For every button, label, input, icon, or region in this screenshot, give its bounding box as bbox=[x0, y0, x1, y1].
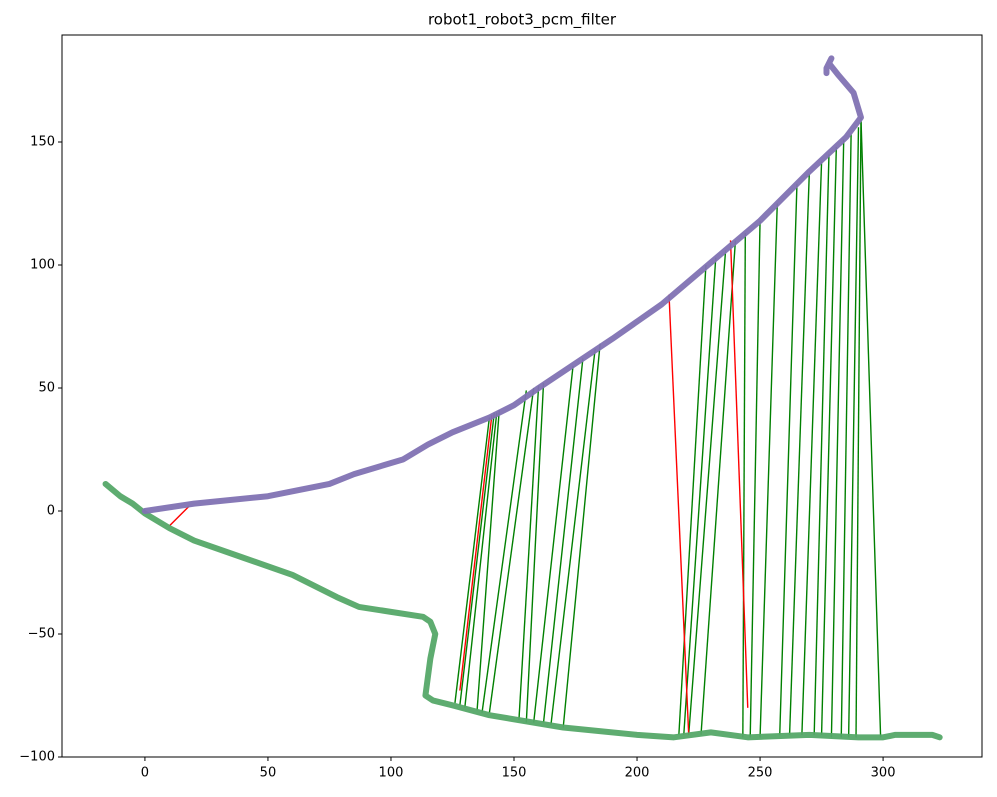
match-line bbox=[459, 412, 496, 706]
y-tick-label: −100 bbox=[19, 750, 55, 765]
match-line bbox=[683, 257, 717, 735]
match-line bbox=[779, 183, 798, 735]
match-line bbox=[830, 139, 845, 738]
x-tick-label: 250 bbox=[748, 766, 773, 781]
x-tick-label: 150 bbox=[502, 766, 527, 781]
match-line bbox=[759, 203, 778, 738]
y-tick-label: 100 bbox=[30, 258, 55, 273]
match-line bbox=[668, 294, 690, 735]
y-tick-label: 50 bbox=[38, 381, 55, 396]
match-line bbox=[749, 220, 761, 738]
match-line bbox=[820, 146, 838, 735]
match-line bbox=[562, 343, 601, 728]
match-line bbox=[855, 122, 862, 738]
y-tick-label: 0 bbox=[47, 504, 55, 519]
match-line bbox=[550, 348, 596, 726]
match-line bbox=[678, 264, 707, 735]
match-line bbox=[532, 365, 574, 723]
x-tick-label: 200 bbox=[625, 766, 650, 781]
x-tick-label: 300 bbox=[871, 766, 896, 781]
match-line bbox=[542, 358, 584, 723]
match-line bbox=[518, 385, 540, 721]
trajectory bbox=[102, 480, 943, 741]
match-line bbox=[729, 240, 749, 708]
plot-frame bbox=[61, 34, 983, 758]
match-line bbox=[847, 127, 860, 738]
x-tick-label: 0 bbox=[141, 766, 149, 781]
match-line bbox=[476, 410, 500, 711]
match-line bbox=[459, 414, 493, 691]
match-line bbox=[525, 383, 545, 723]
chart-title: robot1_robot3_pcm_filter bbox=[428, 11, 617, 30]
x-tick-label: 50 bbox=[260, 766, 277, 781]
match-line bbox=[788, 173, 810, 735]
x-tick-label: 100 bbox=[379, 766, 404, 781]
y-tick-label: −50 bbox=[28, 627, 55, 642]
y-tick-label: 150 bbox=[30, 135, 55, 150]
match-line bbox=[801, 161, 823, 735]
match-line bbox=[742, 233, 746, 738]
match-line bbox=[860, 117, 882, 738]
match-line bbox=[488, 387, 535, 713]
trajectory bbox=[141, 55, 864, 515]
match-line bbox=[813, 154, 830, 735]
match-line bbox=[688, 250, 727, 735]
match-line bbox=[464, 412, 498, 708]
match-line bbox=[700, 240, 737, 735]
match-line bbox=[169, 505, 190, 527]
match-line bbox=[840, 134, 852, 738]
match-line bbox=[454, 417, 491, 703]
match-line bbox=[481, 390, 527, 713]
